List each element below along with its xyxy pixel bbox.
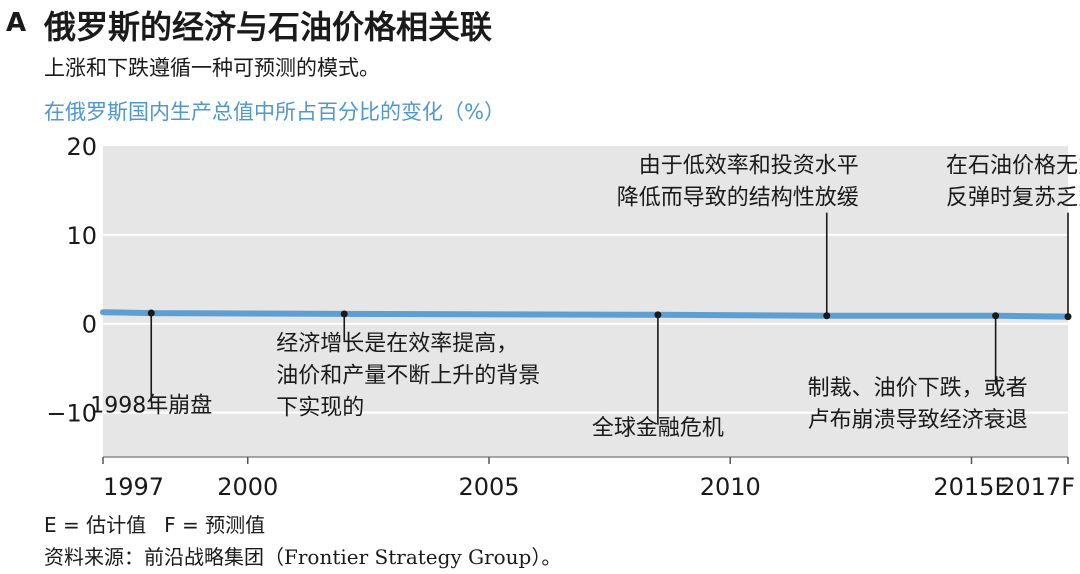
plot-area xyxy=(103,146,1068,457)
x-tick-label: 2015E xyxy=(933,473,1009,501)
x-tick-label: 2005 xyxy=(458,473,519,501)
x-tick-label: 1997 xyxy=(103,473,164,501)
x-tick-label: 2017F xyxy=(1000,473,1075,501)
footnote-estimate: E = 估计值 xyxy=(44,513,147,537)
data-point xyxy=(1064,313,1072,321)
chart-title: 俄罗斯的经济与石油价格相关联 xyxy=(44,8,493,46)
data-point xyxy=(340,310,348,318)
data-point xyxy=(147,309,155,317)
series-line xyxy=(100,309,1071,320)
y-axis-label: 在俄罗斯国内生产总值中所占百分比的变化（%） xyxy=(44,100,505,124)
annotation-label: 经济增长是在效率提高，油价和产量不断上升的背景下实现的 xyxy=(276,331,540,420)
data-point xyxy=(823,312,831,320)
chart-subtitle: 上涨和下跌遵循一种可预测的模式。 xyxy=(44,56,380,80)
annotation-label: 1998年崩盘 xyxy=(90,394,212,419)
panel-letter: A xyxy=(6,8,27,38)
y-tick-label: 20 xyxy=(66,133,97,161)
data-point xyxy=(654,311,662,319)
annotation-label: 在石油价格无力反弹时复苏乏力 xyxy=(946,154,1080,211)
footnote-forecast: F = 预测值 xyxy=(164,513,266,537)
annotation-label: 全球金融危机 xyxy=(592,416,724,441)
y-tick-label: −10 xyxy=(46,400,97,428)
footnote: E = 估计值 F = 预测值 xyxy=(44,509,265,538)
data-point xyxy=(992,312,1000,320)
y-tick-label: 10 xyxy=(66,222,97,250)
x-tick-label: 2000 xyxy=(217,473,278,501)
x-tick-label: 2010 xyxy=(700,473,761,501)
source-note: 资料来源：前沿战略集团（Frontier Strategy Group）。 xyxy=(44,545,562,569)
annotation-label: 由于低效率和投资水平降低而导致的结构性放缓 xyxy=(617,154,859,211)
y-tick-label: 0 xyxy=(82,311,97,339)
annotation-label: 制裁、油价下跌，或者卢布崩溃导致经济衰退 xyxy=(808,376,1028,433)
